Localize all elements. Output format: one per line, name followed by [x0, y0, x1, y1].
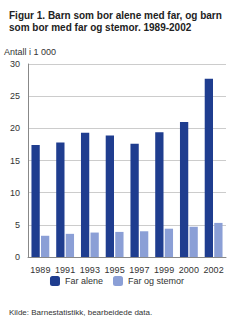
svg-text:1999: 1999 — [154, 265, 174, 275]
svg-text:1993: 1993 — [80, 265, 100, 275]
svg-text:2000: 2000 — [179, 265, 199, 275]
svg-text:20: 20 — [10, 123, 20, 133]
svg-text:Far alene: Far alene — [65, 276, 103, 286]
svg-text:10: 10 — [10, 188, 20, 198]
svg-text:som bor med far og stemor. 198: som bor med far og stemor. 1989-2002 — [9, 22, 192, 33]
svg-text:1989: 1989 — [30, 265, 50, 275]
svg-text:1995: 1995 — [105, 265, 125, 275]
svg-text:0: 0 — [15, 252, 20, 262]
svg-text:1997: 1997 — [129, 265, 149, 275]
svg-text:25: 25 — [10, 91, 20, 101]
svg-text:15: 15 — [10, 156, 20, 166]
svg-text:Figur 1. Barn som bor alene me: Figur 1. Barn som bor alene med far, og … — [9, 10, 225, 21]
svg-text:Antall i 1 000: Antall i 1 000 — [4, 47, 56, 57]
svg-text:30: 30 — [10, 59, 20, 69]
svg-text:5: 5 — [15, 220, 20, 230]
svg-text:Kilde: Barnestatistikk, bearbe: Kilde: Barnestatistikk, bearbeidede data… — [9, 308, 152, 317]
svg-text:Far og stemor: Far og stemor — [128, 276, 184, 286]
svg-text:2002: 2002 — [204, 265, 224, 275]
svg-text:1991: 1991 — [55, 265, 75, 275]
